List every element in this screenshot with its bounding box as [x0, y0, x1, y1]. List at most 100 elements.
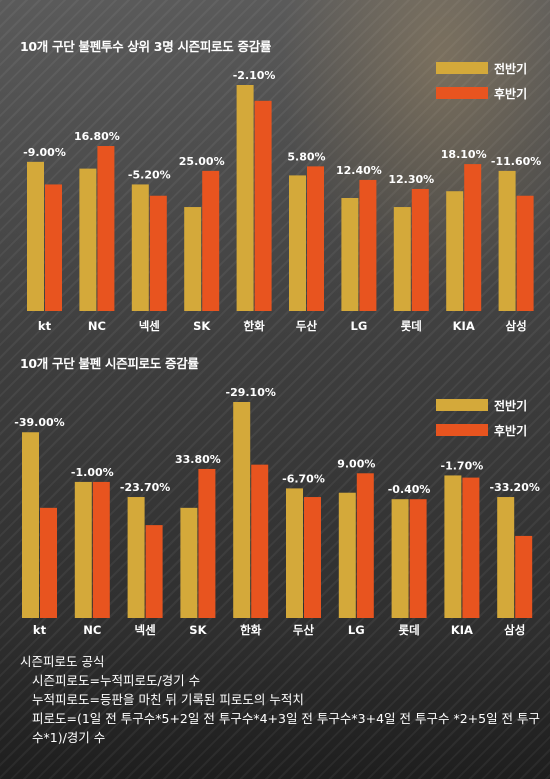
bar-second-half: [92, 481, 110, 618]
legend-item-first-half: 전반기: [436, 60, 546, 76]
category-label: 두산: [293, 623, 315, 637]
bar-second-half: [145, 525, 163, 618]
category-label: kt: [38, 319, 52, 333]
category-label: LG: [351, 319, 368, 333]
category-label: 삼성: [504, 623, 525, 637]
data-label: 33.80%: [175, 453, 221, 466]
bar-first-half: [180, 507, 198, 618]
category-label: KIA: [453, 319, 475, 333]
data-label: -9.00%: [23, 146, 66, 159]
category-label: 두산: [296, 319, 318, 333]
formula-line: 시즌피로도=누적피로도/경기 수: [32, 673, 201, 688]
bar-first-half: [127, 497, 145, 618]
bar-second-half: [251, 464, 269, 618]
category-label: 삼성: [506, 319, 527, 333]
formula-line: 피로도=(1일 전 투구수*5+2일 전 투구수*4+3일 전 투구수*3+4일…: [32, 711, 541, 745]
legend-label: 전반기: [494, 62, 528, 76]
bar-second-half: [516, 195, 534, 311]
category-label: 넥센: [139, 319, 160, 333]
bar-first-half: [184, 207, 202, 311]
legend-swatch-second-half: [436, 87, 488, 99]
data-label: 9.00%: [337, 457, 375, 470]
data-label: -1.00%: [71, 466, 114, 479]
bar-second-half: [254, 100, 272, 311]
bar-second-half: [202, 170, 220, 311]
data-label: -1.70%: [441, 459, 484, 472]
chart-title: 10개 구단 불펜투수 상위 3명 시즌피로도 증감률: [20, 39, 272, 54]
formula-block: 시즌피로도 공식 시즌피로도=누적피로도/경기 수 누적피로도=등판을 마친 뒤…: [20, 652, 545, 747]
bar-second-half: [307, 166, 324, 311]
formula-heading: 시즌피로도 공식: [20, 654, 105, 669]
bar-first-half: [79, 168, 97, 311]
category-label: kt: [33, 623, 47, 637]
legend-label: 후반기: [494, 424, 528, 438]
category-label: 롯데: [399, 623, 420, 637]
category-label: KIA: [451, 623, 473, 637]
bar-first-half: [446, 191, 464, 311]
bar-first-half: [338, 492, 356, 618]
category-label: NC: [83, 623, 101, 637]
chart-title: 10개 구단 불펜 시즌피로도 증감률: [20, 356, 199, 371]
data-label: -6.70%: [282, 472, 325, 485]
data-label: -33.20%: [490, 481, 540, 494]
bar-second-half: [356, 473, 374, 618]
bar-chart-plot: -39.00% kt -1.00% NC -23.70% 넥센 33.80% SK -29.10…: [14, 386, 540, 637]
legend-swatch-first-half: [436, 399, 488, 411]
bar-second-half: [304, 497, 321, 618]
bar-first-half: [497, 497, 515, 618]
legend-item-second-half: 후반기: [436, 85, 546, 101]
data-label: -2.10%: [233, 69, 276, 82]
category-label: 한화: [240, 623, 262, 637]
bar-first-half: [236, 85, 254, 311]
bar-first-half: [444, 475, 462, 618]
data-label: 16.80%: [74, 130, 120, 143]
data-label: 25.00%: [179, 155, 225, 168]
legend-swatch-first-half: [436, 62, 488, 74]
bar-chart-plot: -9.00% kt 16.80% NC -5.20% 넥센 25.00% SK -2.10% 한화…: [23, 69, 541, 333]
data-label: -29.10%: [226, 386, 276, 399]
data-label: 12.40%: [336, 164, 382, 177]
data-label: -5.20%: [128, 168, 171, 181]
chart-top-pitchers: 10개 구단 불펜투수 상위 3명 시즌피로도 증감률 전반기 후반기 -9.0…: [0, 0, 550, 345]
data-label: -0.40%: [388, 483, 431, 496]
bar-second-half: [462, 477, 480, 618]
data-label: -11.60%: [491, 155, 541, 168]
category-label: LG: [348, 623, 365, 637]
data-label: 5.80%: [287, 150, 325, 163]
category-label: 넥센: [135, 623, 156, 637]
category-label: 롯데: [401, 319, 422, 333]
bar-second-half: [97, 146, 115, 311]
bar-first-half: [393, 207, 411, 311]
legend-item-first-half: 전반기: [436, 397, 546, 413]
bar-second-half: [45, 184, 62, 311]
formula-line: 누적피로도=등판을 마친 뒤 기록된 피로도의 누적치: [32, 692, 304, 707]
data-label: 18.10%: [441, 148, 487, 161]
bar-first-half: [74, 481, 92, 618]
bar-second-half: [40, 507, 57, 618]
data-label: -39.00%: [14, 416, 64, 429]
bar-second-half: [198, 468, 216, 618]
legend-swatch-second-half: [436, 424, 488, 436]
data-label: -23.70%: [120, 481, 170, 494]
bar-second-half: [149, 195, 167, 311]
bar-first-half: [286, 488, 303, 618]
data-label: 12.30%: [388, 173, 434, 186]
chart-bullpen: 10개 구단 불펜 시즌피로도 증감률 전반기 후반기 -39.00% kt -1.…: [0, 345, 550, 645]
bar-second-half: [409, 499, 427, 618]
category-label: 한화: [244, 319, 266, 333]
bar-first-half: [498, 170, 516, 311]
bar-second-half: [464, 164, 482, 311]
category-label: SK: [193, 319, 211, 333]
bar-first-half: [22, 432, 39, 618]
bar-first-half: [341, 198, 359, 311]
bar-first-half: [233, 402, 251, 618]
bar-second-half: [515, 535, 533, 618]
legend-label: 후반기: [494, 87, 528, 101]
bar-first-half: [27, 161, 44, 311]
legend-item-second-half: 후반기: [436, 422, 546, 438]
bar-first-half: [289, 175, 306, 311]
bar-second-half: [359, 179, 377, 311]
bar-second-half: [411, 188, 429, 311]
category-label: SK: [189, 623, 207, 637]
